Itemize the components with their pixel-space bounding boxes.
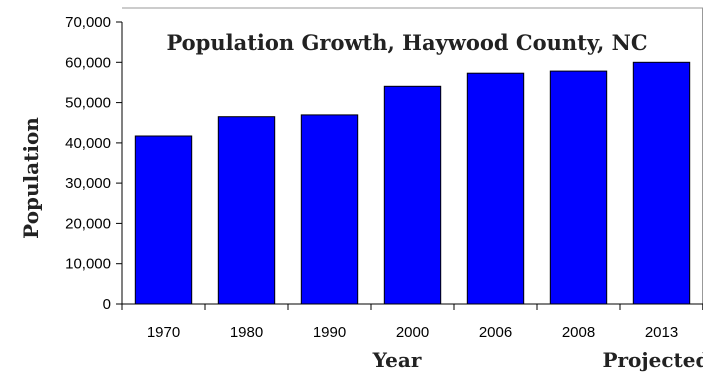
y-axis-label: Population <box>19 117 43 239</box>
projected-annotation: Projected <box>602 348 703 372</box>
x-tick-label: 1980 <box>230 324 263 341</box>
x-tick-label: 1970 <box>147 324 180 341</box>
x-tick-label: 2008 <box>562 324 595 341</box>
y-tick-label: 40,000 <box>65 135 111 152</box>
x-tick-label: 1990 <box>313 324 346 341</box>
x-tick-label: 2000 <box>396 324 429 341</box>
bar-1980 <box>217 116 276 305</box>
bar-2006 <box>466 72 525 305</box>
bar-2013 <box>632 61 691 305</box>
y-tick-label: 30,000 <box>65 175 111 192</box>
x-tick-label: 2013 <box>645 324 678 341</box>
bar-1970 <box>134 135 193 305</box>
x-axis-ticks: 1970 1980 1990 2000 2006 2008 2013 <box>121 304 703 341</box>
y-tick-label: 50,000 <box>65 95 111 112</box>
y-tick-label: 70,000 <box>65 14 111 31</box>
bar-2000 <box>383 85 442 305</box>
bar-1990 <box>300 114 359 305</box>
y-tick-label: 20,000 <box>65 215 111 232</box>
bars-group <box>134 61 691 305</box>
x-axis-label: Year <box>372 348 422 372</box>
y-tick-label: 0 <box>103 296 111 313</box>
chart-title: Population Growth, Haywood County, NC <box>166 30 647 55</box>
y-axis-ticks: 0 10,000 20,000 30,000 40,000 50,000 60,000 70,… <box>65 14 122 313</box>
x-tick-label: 2006 <box>479 324 512 341</box>
y-tick-label: 60,000 <box>65 54 111 71</box>
y-tick-label: 10,000 <box>65 256 111 273</box>
bar-2008 <box>549 70 608 305</box>
